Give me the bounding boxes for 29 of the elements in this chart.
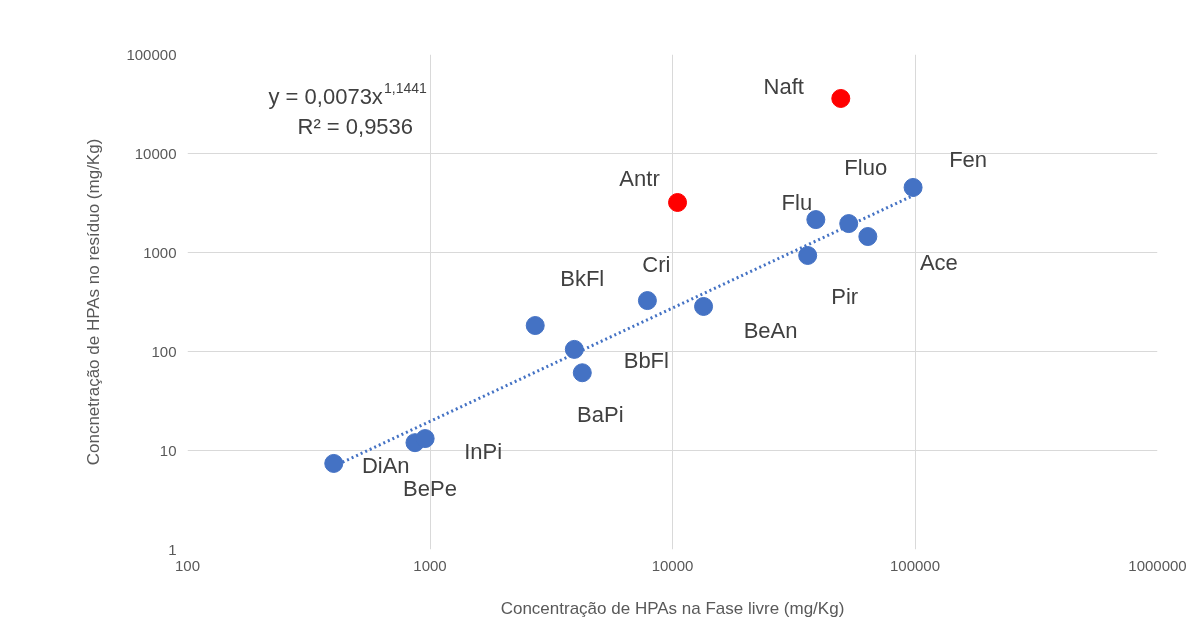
annotation: Cri xyxy=(642,252,671,278)
annotation: R² = 0,9536 xyxy=(297,114,414,139)
x-tick-label: 1000000 xyxy=(1128,556,1187,574)
x-axis-title: Concentração de HPAs na Fase livre (mg/Kg) xyxy=(500,598,845,618)
annotation: BePe xyxy=(403,476,457,502)
y-tick-label: 10000 xyxy=(134,144,177,162)
annotation: Flu xyxy=(781,190,813,216)
annotation: Pir xyxy=(831,283,859,309)
y-tick-label: 100000 xyxy=(126,45,177,63)
annotation: BaPi xyxy=(577,402,624,428)
annotation: InPi xyxy=(464,439,503,465)
annotation: Fluo xyxy=(844,155,888,181)
annotation: Antr xyxy=(619,165,660,191)
y-tick-label: 1 xyxy=(168,540,177,558)
annotation: DiAn xyxy=(361,452,410,478)
x-tick-label: 100 xyxy=(174,556,201,574)
annotation: Naft xyxy=(763,73,804,99)
y-axis-title: Concnetração de HPAs no resíduo (mg/Kg) xyxy=(84,138,104,466)
annotation: BeAn xyxy=(743,317,798,343)
x-tick-label: 10000 xyxy=(651,556,694,574)
annotation: Fen xyxy=(949,146,988,172)
x-tick-label: 100000 xyxy=(889,556,941,574)
annotation: BkFl xyxy=(560,266,605,292)
y-tick-label: 100 xyxy=(151,342,177,360)
y-tick-label: 1000 xyxy=(143,243,177,261)
x-tick-label: 1000 xyxy=(413,556,447,574)
annotation: Ace xyxy=(919,250,958,276)
y-tick-label: 10 xyxy=(159,441,177,459)
annotation: BbFl xyxy=(623,347,669,373)
